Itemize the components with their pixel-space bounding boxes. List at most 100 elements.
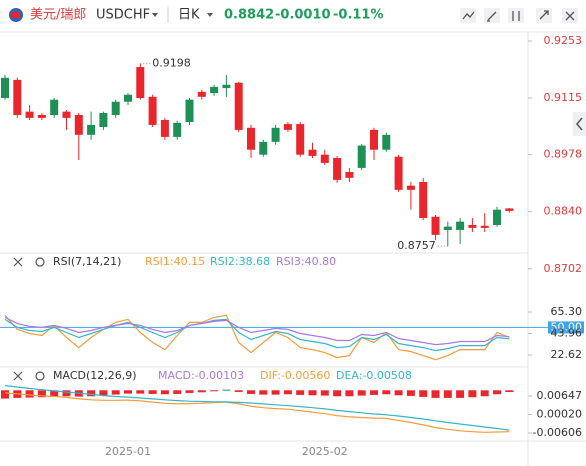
- y-tick-label: 0.00647: [537, 389, 583, 402]
- close-indicator[interactable]: [13, 371, 23, 381]
- macd-bar: [160, 390, 169, 395]
- macd-bar: [197, 390, 206, 393]
- candle-body: [505, 208, 514, 211]
- legend-entry: RSI3:40.80: [276, 255, 336, 268]
- macd-bar: [394, 390, 403, 396]
- macd-bar: [493, 390, 501, 395]
- candle-type-button[interactable]: [508, 8, 524, 23]
- macd-bar: [111, 390, 120, 395]
- close-indicator[interactable]: [13, 257, 23, 267]
- macd-bar: [50, 390, 59, 397]
- macd-bar: [62, 390, 71, 397]
- collapse-bg[interactable]: [573, 112, 586, 136]
- macd-bar: [345, 390, 354, 397]
- indicator-line: [4, 316, 510, 346]
- macd-bar: [320, 390, 329, 396]
- candle-body: [37, 114, 46, 118]
- candle-body: [333, 157, 342, 180]
- macd-bar: [406, 390, 415, 396]
- macd-bar: [431, 390, 440, 398]
- candle-body: [234, 82, 243, 130]
- y-tick-label: 65.30: [551, 305, 583, 318]
- indicator-line: [4, 318, 510, 352]
- candle-body: [370, 129, 378, 150]
- legend-entry: RSI1:40.15: [145, 255, 205, 268]
- macd-bar: [247, 390, 255, 394]
- macd-title: MACD(12,26,9): [53, 369, 137, 382]
- flag-detail: [12, 12, 20, 18]
- y-tick-label: 22.62: [551, 348, 583, 361]
- macd-bar: [505, 390, 514, 392]
- collapse-icon: [576, 117, 583, 131]
- settings-indicator[interactable]: [35, 257, 45, 267]
- candle-body: [25, 111, 34, 118]
- candle-body: [1, 77, 9, 99]
- candle-body: [124, 94, 132, 102]
- symbol-dropdown[interactable]: [152, 13, 158, 17]
- candle-body: [136, 67, 145, 99]
- instrument-symbol[interactable]: USDCHF: [96, 8, 150, 23]
- y-tick-label: 0.9253: [544, 34, 583, 47]
- period[interactable]: 日K: [178, 8, 200, 23]
- macd-bar: [259, 390, 268, 395]
- macd-bar: [333, 390, 342, 397]
- macd-bar: [99, 390, 108, 396]
- macd-bar: [296, 390, 305, 395]
- macd-bar: [148, 390, 157, 394]
- y-tick-label: 43.96: [551, 327, 583, 340]
- candle-body: [431, 216, 440, 235]
- candle-type-icon: [512, 11, 520, 21]
- macd-bar: [480, 390, 489, 397]
- macd-bar: [124, 390, 132, 394]
- max-label: 0.9198: [152, 57, 191, 70]
- candle-body: [160, 119, 169, 137]
- x-tick-label: 2025-01: [105, 445, 151, 458]
- macd-bar: [456, 390, 465, 398]
- y-tick-label: -0.00606: [533, 426, 582, 439]
- candle-body: [148, 96, 157, 125]
- settings-indicator[interactable]: [35, 371, 45, 381]
- candle-body: [99, 112, 108, 127]
- candle-body: [210, 86, 219, 94]
- candle-body: [443, 226, 452, 230]
- macd-bar: [283, 390, 292, 395]
- candle-body: [296, 124, 305, 155]
- candle-body: [456, 221, 465, 230]
- macd-bar: [173, 390, 182, 394]
- candle-body: [247, 127, 255, 150]
- candle-body: [468, 224, 477, 228]
- rsi-title: RSI(7,14,21): [53, 255, 121, 268]
- header-bar: 美元/瑞郎 USDCHF 日K 0.8842 -0.0010 -0.11%: [9, 7, 578, 23]
- legend-entry: DEA:-0.00508: [336, 369, 412, 382]
- macd-bar: [370, 390, 378, 395]
- macd-bar: [1, 390, 9, 399]
- candle-body: [308, 149, 317, 156]
- indicator-line: [4, 385, 510, 431]
- reference-label: 50.00: [551, 320, 583, 333]
- candle-body: [197, 91, 206, 97]
- y-tick-label: 0.8978: [544, 148, 583, 161]
- macd-bar: [234, 390, 243, 392]
- reference-label-bg: [548, 321, 584, 334]
- candle-body: [493, 209, 501, 225]
- candle-body: [74, 114, 83, 135]
- candle-body: [345, 172, 354, 178]
- candle-body: [259, 141, 268, 155]
- macd-bar: [185, 390, 194, 393]
- instrument-name[interactable]: 美元/瑞郎: [30, 8, 86, 23]
- macd-bar: [87, 390, 96, 397]
- last-price: 0.8842: [224, 8, 274, 23]
- macd-bar: [357, 390, 366, 396]
- period-dropdown[interactable]: [207, 13, 213, 17]
- collapse-button[interactable]: [573, 112, 586, 136]
- candle-body: [173, 122, 182, 137]
- y-tick-label: 0.8840: [544, 205, 583, 218]
- candle-body: [357, 145, 366, 168]
- candle-body: [222, 84, 231, 89]
- candle-body: [394, 156, 403, 190]
- price-change-pct: -0.11%: [333, 8, 384, 23]
- legend-entry: RSI2:38.68: [210, 255, 270, 268]
- candle-body: [87, 124, 96, 135]
- macd-bar: [419, 390, 428, 397]
